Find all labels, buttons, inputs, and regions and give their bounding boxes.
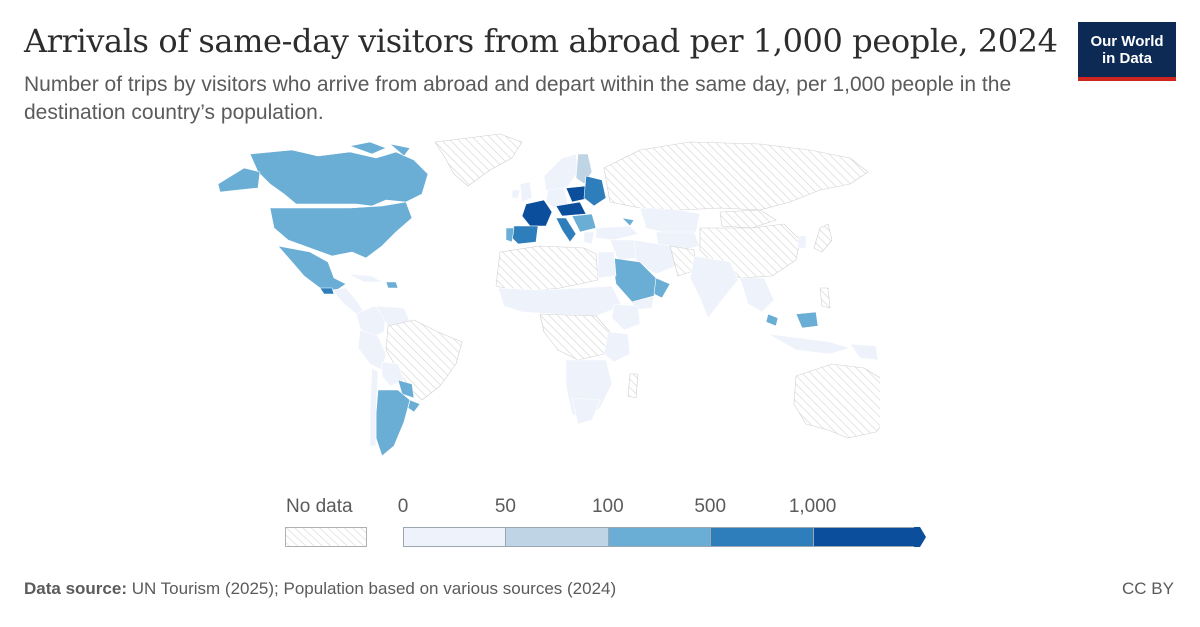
legend-bin-1[interactable] [505,527,608,547]
legend-tick-label: 1,000 [788,496,837,517]
country-australia[interactable] [793,363,880,439]
country-ethiopia[interactable] [611,303,641,331]
country-argentina[interactable] [375,389,411,457]
country-colombia[interactable] [355,305,387,339]
country-mexico[interactable] [277,245,347,293]
country-japan[interactable] [813,223,833,253]
legend-tick-label: 500 [694,496,727,517]
legend-open-end-arrow [914,527,926,547]
legend-no-data-swatch[interactable] [285,527,367,547]
country-italy[interactable] [555,217,577,243]
legend-bin-3[interactable] [710,527,813,547]
country-philippines[interactable] [819,287,831,309]
country-czechia-austria[interactable] [555,201,587,217]
source-text[interactable]: UN Tourism (2025); Population based on v… [126,579,617,598]
country-uruguay[interactable] [407,399,421,413]
country-canada-islands[interactable] [349,141,411,157]
legend-tick-label: 0 [397,496,409,517]
country-france[interactable] [521,199,553,227]
country-portugal[interactable] [505,227,515,243]
country-indonesia[interactable] [767,333,851,355]
country-south-africa[interactable] [571,397,601,425]
country-greece[interactable] [583,231,595,245]
country-alaska[interactable] [217,167,261,193]
legend-bin-0[interactable] [403,527,506,547]
country-chile[interactable] [369,367,379,447]
country-borneo[interactable] [795,311,819,329]
owid-logo[interactable]: Our World in Data [1078,22,1176,81]
country-north-africa[interactable] [495,245,599,293]
country-cuba[interactable] [347,273,383,283]
country-sahel[interactable] [497,285,623,317]
source-label: Data source: [24,579,127,598]
country-guatemala[interactable] [319,287,335,295]
country-uk[interactable] [519,181,533,203]
logo-line-1: Our World [1090,32,1164,50]
country-central-africa[interactable] [539,313,611,361]
country-india[interactable] [689,255,739,319]
country-oman[interactable] [653,277,671,299]
country-kazakhstan[interactable] [639,207,701,235]
country-egypt[interactable] [597,251,617,279]
country-iraq-syria[interactable] [609,239,637,261]
country-hispaniola[interactable] [385,281,399,289]
legend-bin-2[interactable] [607,527,711,547]
logo-line-2: in Data [1101,49,1152,67]
legend-no-data-label: No data [286,496,353,517]
country-korea[interactable] [797,235,807,249]
chart-subtitle: Number of trips by visitors who arrive f… [24,73,1012,124]
country-mongolia[interactable] [719,209,777,229]
legend-bin-4[interactable] [812,527,915,547]
legend-tick-label: 50 [494,496,516,517]
country-turkey[interactable] [595,225,639,241]
country-southeast-asia[interactable] [739,277,775,313]
country-belarus-ukraine[interactable] [583,175,607,207]
country-central-america[interactable] [331,287,365,315]
world-map[interactable] [200,128,880,468]
country-malaysia[interactable] [765,313,779,327]
country-canada[interactable] [249,149,429,207]
country-greenland[interactable] [434,133,523,187]
country-papua[interactable] [849,343,879,361]
country-united-states[interactable] [269,201,413,259]
country-brazil[interactable] [385,319,463,401]
footer-source: Data source: UN Tourism (2025); Populati… [24,579,616,599]
license-label[interactable]: CC BY [1122,579,1174,598]
country-east-africa[interactable] [603,331,631,363]
country-russia[interactable] [603,141,869,211]
country-ireland[interactable] [511,189,521,199]
country-madagascar[interactable] [627,373,639,399]
country-georgia[interactable] [621,217,635,227]
country-balkans[interactable] [571,213,597,233]
chart-title: Arrivals of same-day visitors from abroa… [24,22,1058,60]
legend-tick-label: 100 [591,496,624,517]
